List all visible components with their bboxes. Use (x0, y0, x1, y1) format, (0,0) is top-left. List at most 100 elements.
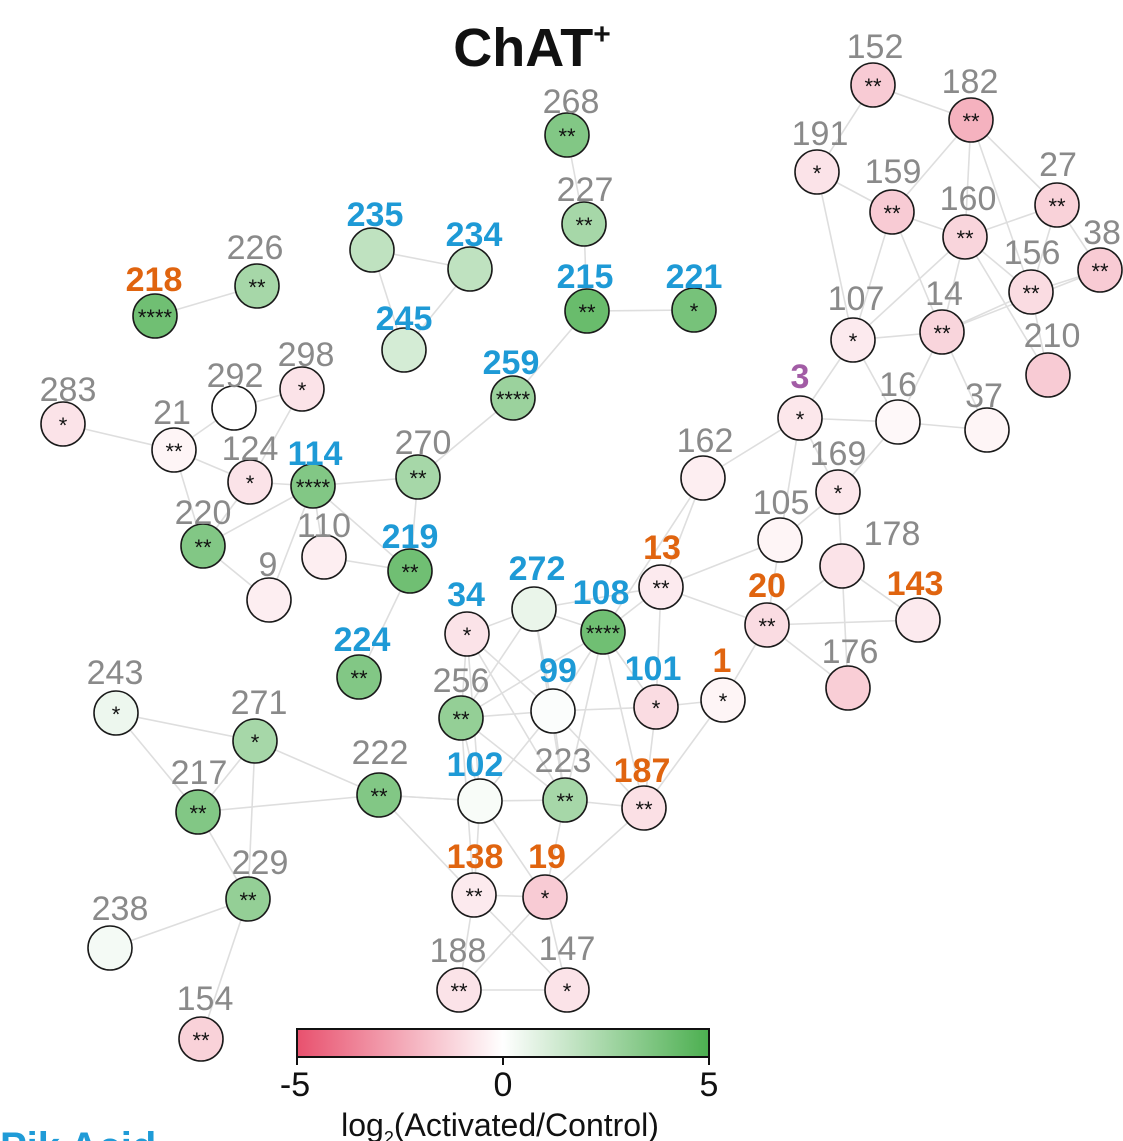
node-19: * 19 (522, 838, 568, 920)
edge-34-223 (466, 633, 566, 801)
edge-256-108 (460, 631, 604, 719)
node-label-152: 152 (847, 28, 904, 66)
significance-stars-27: ** (1048, 194, 1066, 219)
significance-stars-221: * (690, 299, 699, 324)
node-176: 176 (822, 633, 879, 711)
node-label-224: 224 (334, 621, 391, 659)
node-label-283: 283 (40, 371, 97, 409)
node-circle-218 (132, 293, 178, 339)
node-label-156: 156 (1004, 234, 1061, 272)
node-229: ** 229 (225, 844, 288, 922)
node-187: ** 187 (614, 752, 670, 831)
node-label-176: 176 (822, 633, 879, 671)
node-circle-188 (436, 967, 482, 1013)
node-circle-223 (542, 777, 588, 823)
significance-stars-191: * (813, 161, 822, 186)
significance-stars-14: ** (933, 321, 951, 346)
significance-stars-256: ** (452, 707, 470, 732)
edge-229-238 (109, 898, 249, 949)
node-label-21: 21 (153, 394, 191, 432)
node-147: * 147 (539, 930, 595, 1013)
node-circle-176 (825, 665, 871, 711)
significance-stars-20: ** (758, 614, 776, 639)
significance-stars-226: ** (248, 275, 266, 300)
node-label-178: 178 (864, 515, 921, 553)
node-3: *3 (777, 358, 823, 441)
node-circle-271 (232, 718, 278, 764)
node-292: 292 (207, 357, 263, 431)
node-label-272: 272 (509, 550, 566, 588)
colorbar-axis-label: log2(Activated/Control) (341, 1107, 659, 1141)
significance-stars-243: * (112, 702, 121, 727)
node-circle-226 (234, 263, 280, 309)
edge-108-223 (564, 631, 604, 801)
node-101: * 101 (625, 650, 681, 730)
nodes-layer: **152**182*191**159**27**160**38**156*10… (40, 28, 1123, 1062)
node-283: * 283 (40, 371, 97, 447)
significance-stars-298: * (298, 378, 307, 403)
node-circle-272 (511, 586, 557, 632)
node-221: * 221 (666, 258, 723, 333)
node-label-114: 114 (288, 435, 343, 473)
node-circle-138 (451, 872, 497, 918)
node-label-221: 221 (666, 258, 723, 296)
node-238: 238 (87, 890, 148, 971)
node-circle-143 (895, 597, 941, 643)
node-circle-38 (1077, 247, 1123, 293)
significance-stars-271: * (251, 730, 260, 755)
node-13: ** 13 (638, 529, 684, 610)
significance-stars-159: ** (883, 201, 901, 226)
node-label-105: 105 (753, 484, 810, 522)
node-label-160: 160 (940, 180, 997, 218)
significance-stars-156: ** (1022, 281, 1040, 306)
significance-stars-19: * (541, 886, 550, 911)
node-label-143: 143 (887, 565, 944, 603)
node-circle-105 (757, 517, 803, 563)
node-154: ** 154 (177, 980, 233, 1062)
significance-stars-147: * (563, 979, 572, 1004)
node-circle-210 (1025, 352, 1071, 398)
node-label-222: 222 (352, 734, 409, 772)
node-circle-102 (457, 778, 503, 824)
node-label-107: 107 (828, 280, 885, 318)
significance-stars-187: ** (635, 797, 653, 822)
node-108: **** 108 (573, 574, 629, 655)
node-243: * 243 (87, 654, 143, 736)
node-circle-256 (438, 695, 484, 741)
significance-stars-223: ** (556, 789, 574, 814)
node-circle-152 (850, 62, 896, 108)
node-182: ** 182 (942, 63, 998, 143)
node-label-124: 124 (222, 430, 279, 468)
node-circle-221 (671, 287, 717, 333)
node-label-223: 223 (535, 742, 592, 780)
node-110: 110 (297, 507, 351, 580)
node-178: 178 (819, 515, 921, 589)
significance-stars-34: * (463, 623, 472, 648)
node-label-110: 110 (297, 507, 351, 545)
node-circle-156 (1008, 269, 1054, 315)
node-268: ** 268 (543, 83, 599, 158)
edge-160-107 (852, 236, 966, 341)
node-circle-220 (180, 523, 226, 569)
node-label-102: 102 (447, 746, 504, 784)
node-label-188: 188 (430, 932, 487, 970)
node-259: **** 259 (483, 344, 540, 421)
node-227: ** 227 (557, 171, 613, 247)
node-circle-169 (815, 469, 861, 515)
node-circle-147 (544, 967, 590, 1013)
diagram-title: ChAT+ (453, 18, 611, 78)
cut-off-text: Pik Acid (0, 1125, 156, 1141)
node-215: ** 215 (557, 258, 613, 334)
node-159: ** 159 (865, 153, 921, 235)
node-circle-224 (336, 654, 382, 700)
significance-stars-3: * (796, 407, 805, 432)
node-circle-235 (349, 227, 395, 273)
edge-20-143 (766, 619, 919, 626)
significance-stars-13: ** (652, 576, 670, 601)
node-circle-259 (490, 375, 536, 421)
node-271: * 271 (231, 684, 287, 764)
node-298: * 298 (278, 336, 334, 412)
node-circle-229 (225, 876, 271, 922)
node-label-14: 14 (925, 275, 963, 313)
node-label-259: 259 (483, 344, 540, 382)
